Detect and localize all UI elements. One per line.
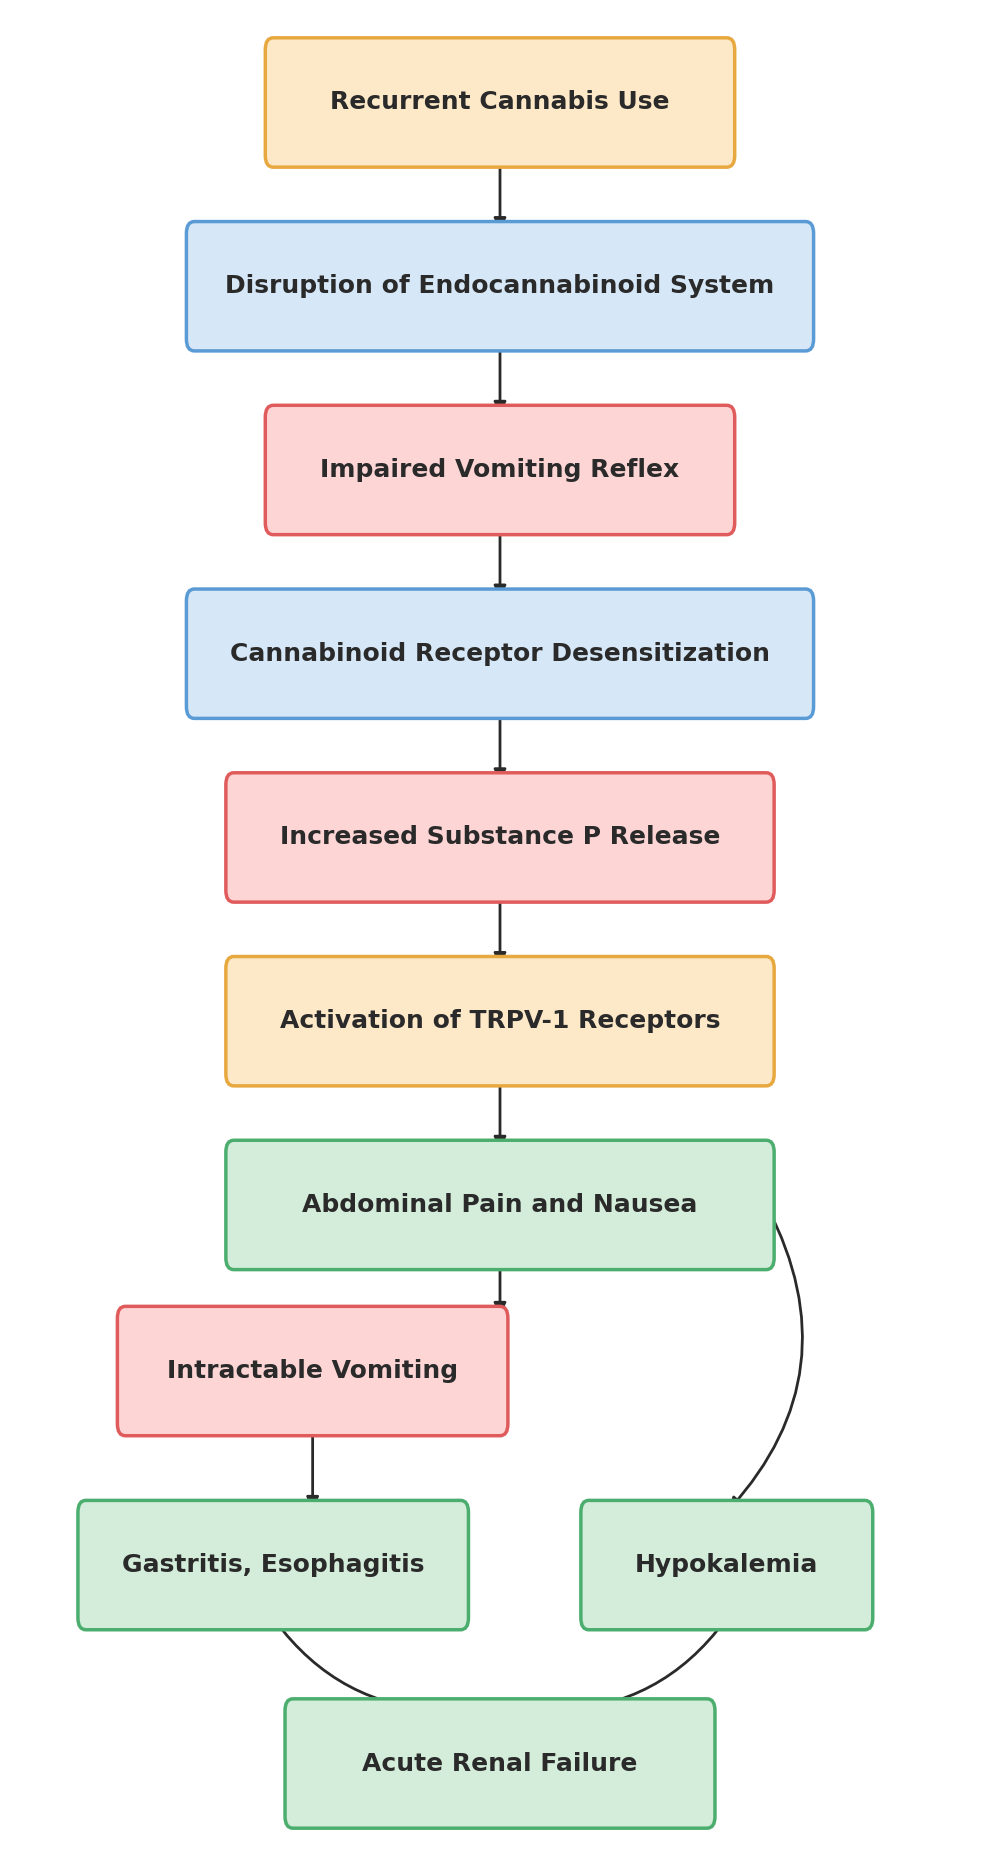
- FancyBboxPatch shape: [78, 1500, 468, 1629]
- FancyBboxPatch shape: [226, 957, 774, 1086]
- Text: Acute Renal Failure: Acute Renal Failure: [362, 1752, 638, 1776]
- FancyBboxPatch shape: [265, 37, 735, 168]
- FancyBboxPatch shape: [226, 773, 774, 901]
- Text: Disruption of Endocannabinoid System: Disruption of Endocannabinoid System: [225, 274, 775, 299]
- Text: Increased Substance P Release: Increased Substance P Release: [280, 825, 720, 849]
- FancyBboxPatch shape: [186, 590, 814, 718]
- FancyBboxPatch shape: [186, 222, 814, 351]
- Text: Recurrent Cannabis Use: Recurrent Cannabis Use: [330, 90, 670, 114]
- FancyBboxPatch shape: [581, 1500, 873, 1629]
- Text: Hypokalemia: Hypokalemia: [635, 1553, 818, 1577]
- Text: Intractable Vomiting: Intractable Vomiting: [167, 1358, 458, 1383]
- Text: Activation of TRPV-1 Receptors: Activation of TRPV-1 Receptors: [280, 1010, 720, 1034]
- Text: Impaired Vomiting Reflex: Impaired Vomiting Reflex: [320, 457, 680, 481]
- FancyBboxPatch shape: [226, 1140, 774, 1269]
- Text: Abdominal Pain and Nausea: Abdominal Pain and Nausea: [302, 1192, 698, 1217]
- Text: Gastritis, Esophagitis: Gastritis, Esophagitis: [122, 1553, 424, 1577]
- FancyBboxPatch shape: [285, 1698, 715, 1829]
- FancyBboxPatch shape: [265, 405, 735, 536]
- Text: Cannabinoid Receptor Desensitization: Cannabinoid Receptor Desensitization: [230, 642, 770, 666]
- FancyBboxPatch shape: [117, 1306, 508, 1435]
